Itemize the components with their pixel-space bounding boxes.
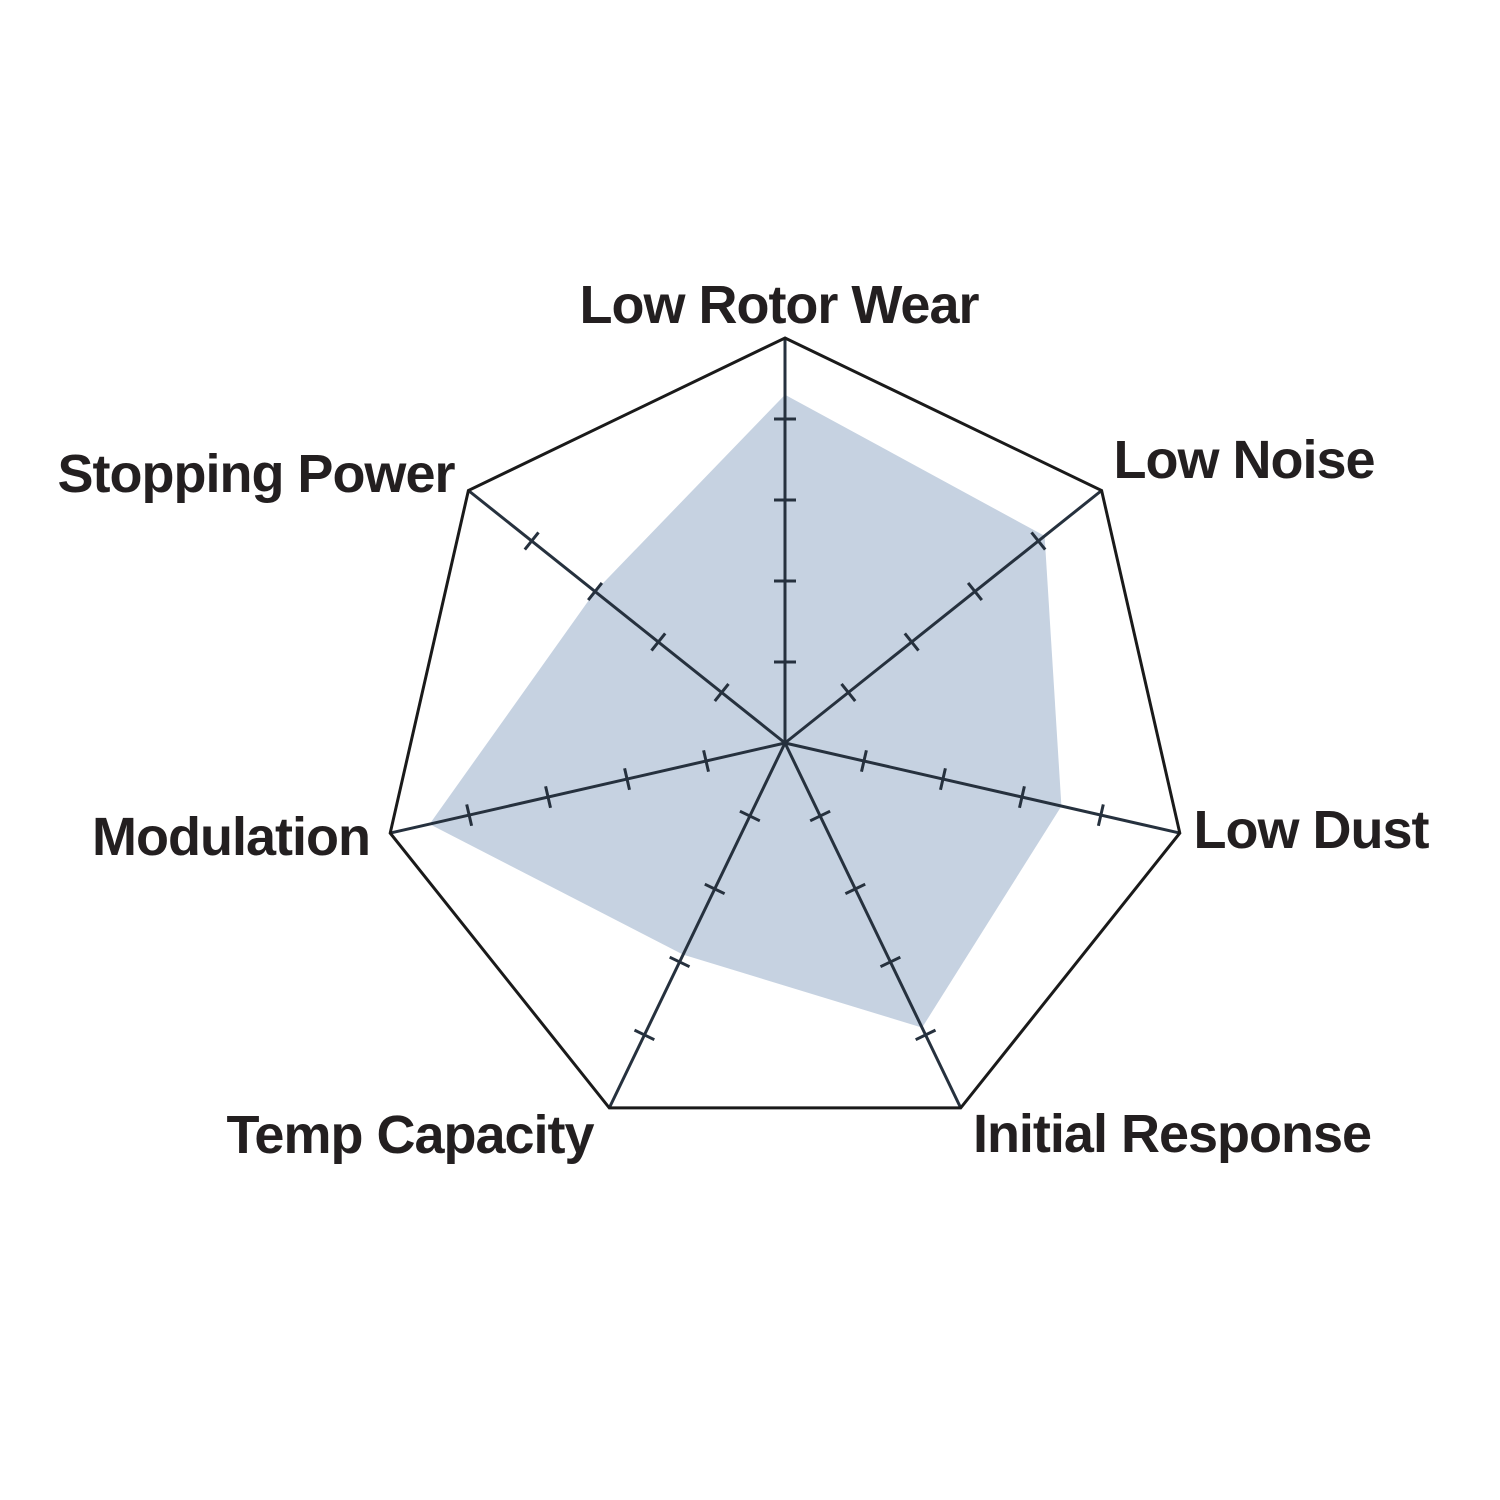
outer-heptagon-outline: [388, 336, 1182, 1110]
axis-tick: [669, 955, 691, 969]
axis-tick: [702, 749, 710, 773]
radial-axis: [389, 741, 786, 835]
axis-tick: [840, 682, 857, 703]
axis-tick: [633, 1028, 655, 1042]
axis-tick: [966, 581, 983, 602]
axis-tick: [860, 749, 868, 773]
axis-label-stopping-power: Stopping Power: [57, 444, 456, 504]
axis-tick: [523, 531, 540, 551]
axis-tick: [1096, 804, 1105, 827]
axis-label-temp-capacity: Temp Capacity: [226, 1105, 594, 1165]
radial-axis: [784, 741, 1181, 835]
radial-axis: [784, 489, 1103, 745]
radial-axis: [783, 742, 963, 1109]
axis-tick: [879, 955, 901, 969]
radial-axis: [467, 489, 786, 745]
axis-tick: [544, 785, 552, 809]
axis-tick: [903, 632, 920, 652]
axis-label-low-dust: Low Dust: [1193, 800, 1430, 860]
axis-tick: [704, 882, 726, 896]
axis-tick: [915, 1028, 937, 1042]
axis-tick: [809, 809, 831, 823]
radial-axis: [607, 742, 787, 1109]
axis-tick: [650, 632, 667, 652]
axis-tick: [623, 767, 631, 791]
axis-tick: [844, 882, 866, 896]
axis-tick: [1030, 531, 1047, 551]
axis-label-modulation: Modulation: [92, 807, 371, 867]
axis-tick: [465, 804, 474, 827]
axis-label-low-rotor-wear: Low Rotor Wear: [579, 275, 979, 335]
axis-tick: [587, 581, 604, 602]
axis-tick: [1018, 785, 1026, 809]
axis-label-low-noise: Low Noise: [1113, 430, 1375, 490]
axis-tick: [939, 767, 947, 791]
axis-tick: [713, 682, 730, 703]
axis-tick: [739, 809, 761, 823]
axis-label-initial-response: Initial Response: [972, 1104, 1372, 1164]
